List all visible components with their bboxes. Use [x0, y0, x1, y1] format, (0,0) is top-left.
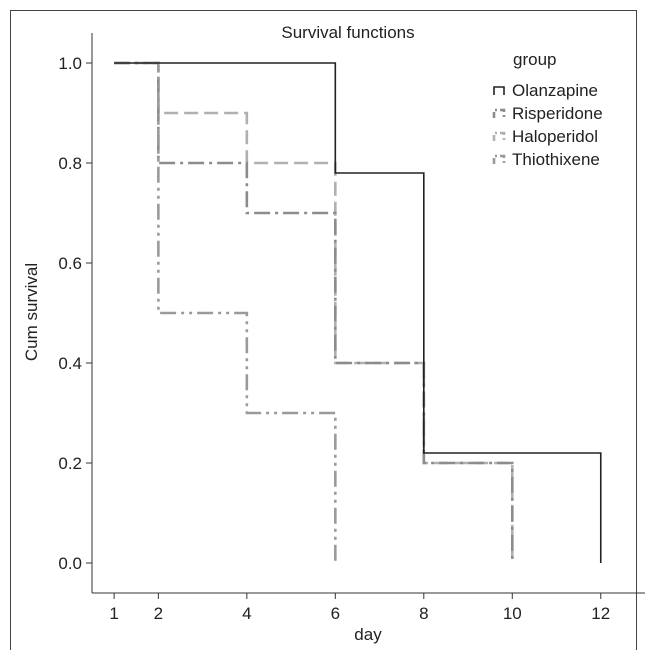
x-tick-label-6: 6	[331, 604, 340, 623]
y-tick-label-0: 0.0	[58, 554, 82, 573]
y-axis-label: Cum survival	[22, 263, 41, 361]
y-tick-label-3: 0.6	[58, 254, 82, 273]
legend-label-olanzapine: Olanzapine	[512, 81, 598, 100]
y-tick-label-5: 1.0	[58, 54, 82, 73]
legend-label-haloperidol: Haloperidol	[512, 127, 598, 146]
legend-swatch-olanzapine	[493, 86, 505, 95]
series-line-risperidone	[114, 61, 514, 563]
tick-marks	[86, 62, 602, 599]
x-tick-label-2: 2	[154, 604, 163, 623]
x-axis-label: day	[354, 625, 382, 644]
legend-label-thiothixene: Thiothixene	[512, 150, 600, 169]
series-line-thiothixene	[114, 61, 337, 563]
chart-title: Survival functions	[281, 23, 414, 42]
x-tick-label-8: 8	[419, 604, 428, 623]
x-tick-label-4: 4	[242, 604, 251, 623]
legend-swatch-risperidone	[492, 108, 506, 118]
x-tick-label-12: 12	[591, 604, 610, 623]
y-tick-label-4: 0.8	[58, 154, 82, 173]
series-lines	[114, 61, 602, 563]
x-tick-label-10: 10	[503, 604, 522, 623]
axes	[91, 33, 645, 594]
legend-items: Olanzapine Risperidone Haloperidol Thiothix…	[492, 81, 603, 169]
x-tick-label-1: 1	[109, 604, 118, 623]
legend-title: group	[513, 50, 556, 69]
legend: group Olanzapine Risperidone Haloperidol Th…	[492, 50, 603, 169]
legend-label-risperidone: Risperidone	[512, 104, 603, 123]
legend-swatch-haloperidol	[492, 131, 506, 141]
y-tick-label-1: 0.2	[58, 454, 82, 473]
series-line-olanzapine	[114, 62, 602, 563]
y-tick-label-2: 0.4	[58, 354, 82, 373]
legend-swatch-thiothixene	[492, 154, 506, 164]
